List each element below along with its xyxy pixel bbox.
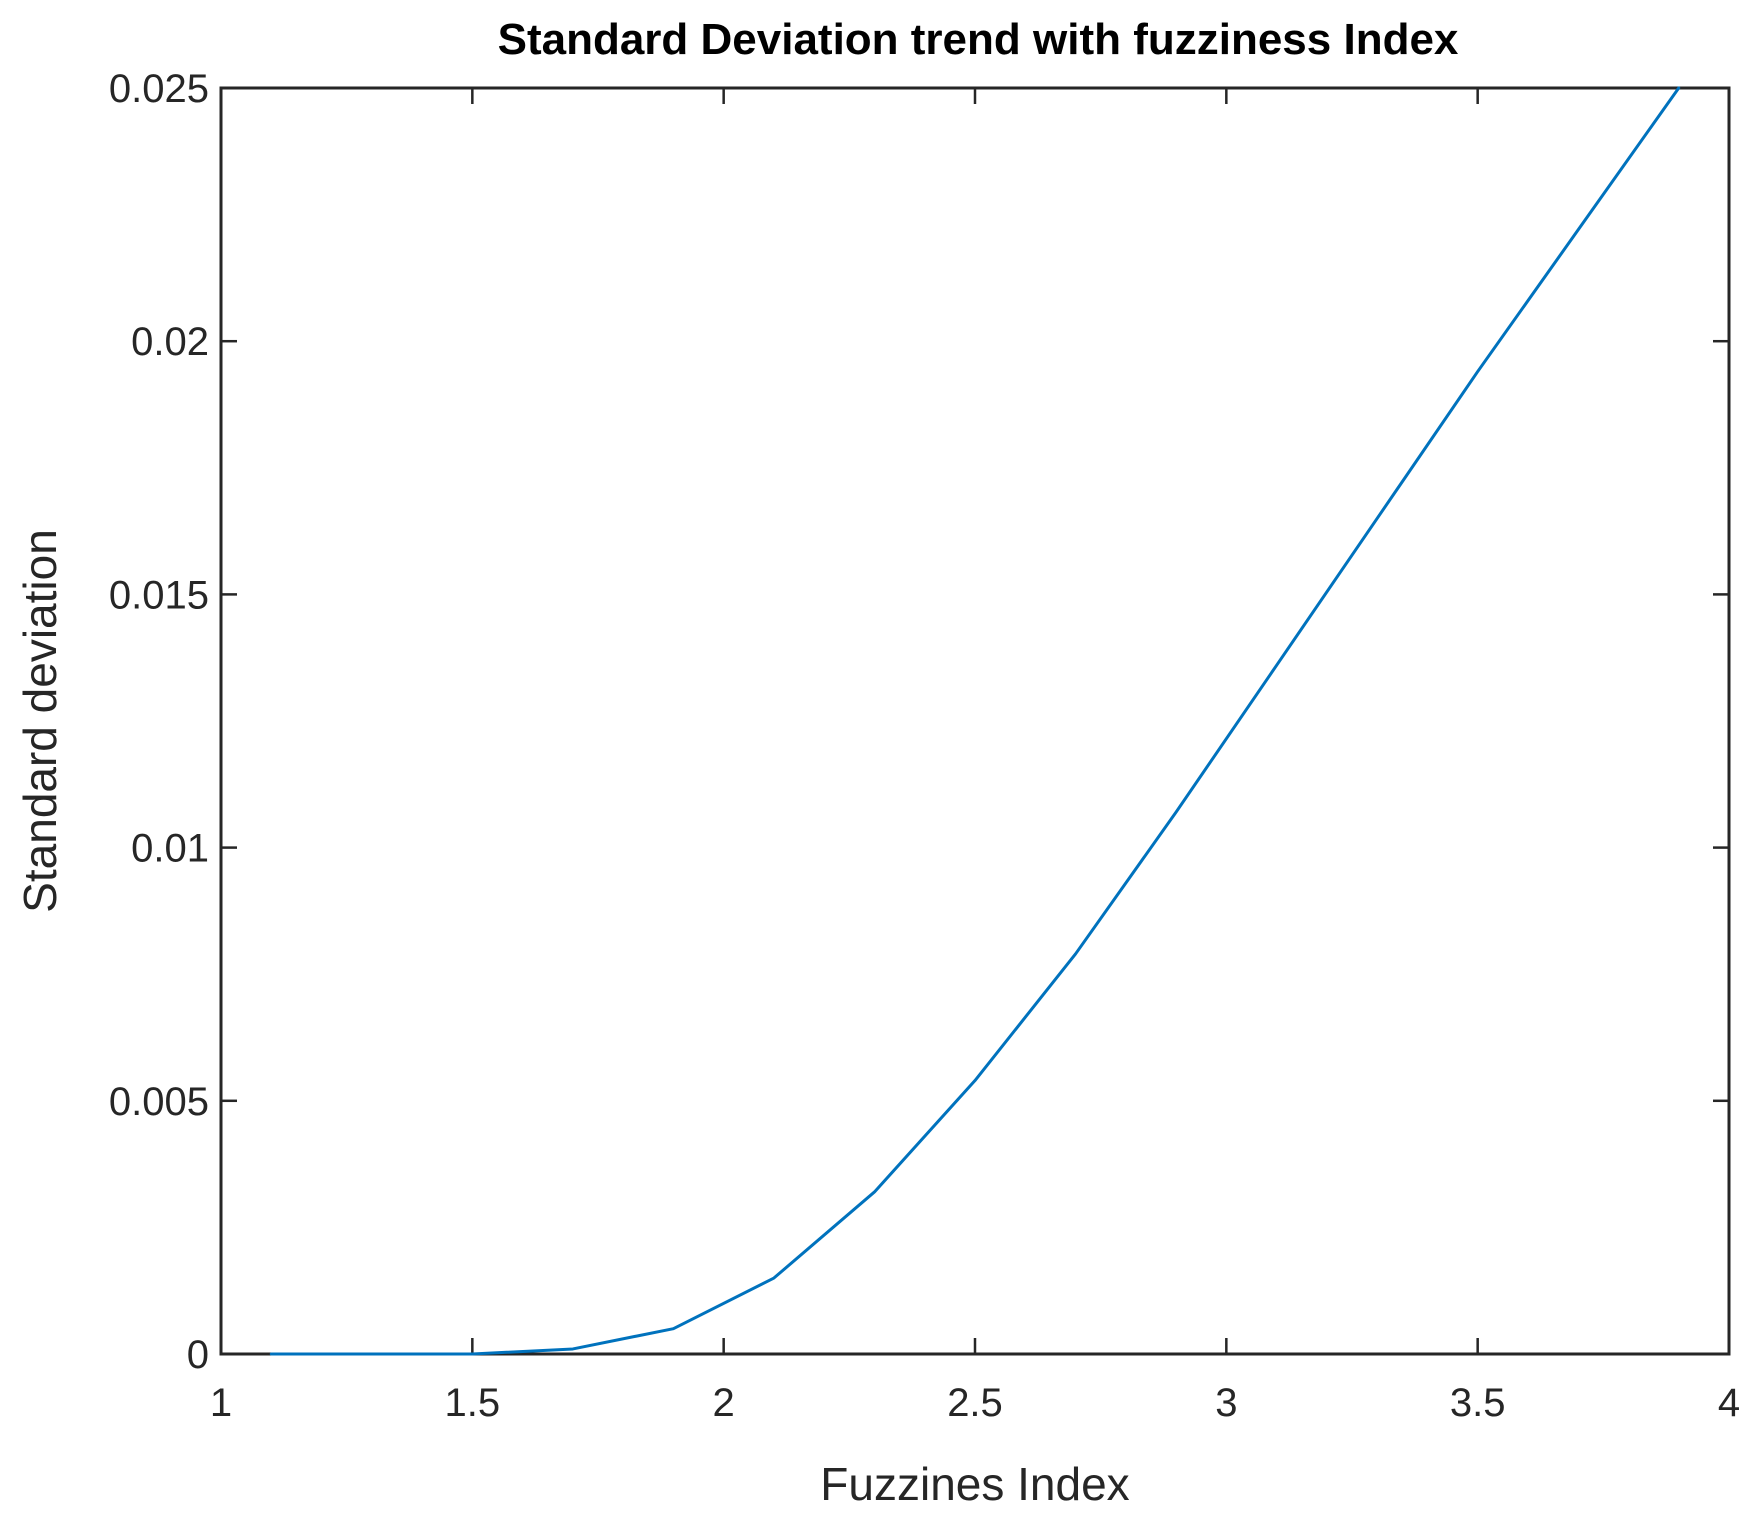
series-layer	[269, 86, 1681, 1356]
x-tick-label: 2	[713, 1381, 735, 1425]
y-axis: 0 0.005 0.01 0.015 0.02 0.025	[109, 67, 1729, 1377]
x-tick-label: 2.5	[947, 1381, 1003, 1425]
x-tick-label: 1	[210, 1381, 232, 1425]
x-tick-label: 4	[1718, 1381, 1740, 1425]
y-tick-label: 0.015	[109, 573, 209, 617]
y-tick-label: 0.025	[109, 67, 209, 111]
series-line	[269, 86, 1681, 1356]
chart-title: Standard Deviation trend with fuzziness …	[498, 15, 1459, 64]
x-axis: 1 1.5 2 2.5 3 3.5 4	[210, 88, 1740, 1425]
y-tick-label: 0.02	[131, 320, 209, 364]
y-axis-title: Standard deviation	[14, 529, 66, 913]
x-tick-label: 1.5	[445, 1381, 501, 1425]
y-tick-label: 0.005	[109, 1080, 209, 1124]
x-axis-title: Fuzzines Index	[820, 1458, 1129, 1510]
x-tick-label: 3	[1215, 1381, 1237, 1425]
x-tick-label: 3.5	[1450, 1381, 1506, 1425]
y-tick-label: 0.01	[131, 827, 209, 871]
plot-area-frame	[219, 86, 1731, 1356]
y-tick-label: 0	[187, 1333, 209, 1377]
